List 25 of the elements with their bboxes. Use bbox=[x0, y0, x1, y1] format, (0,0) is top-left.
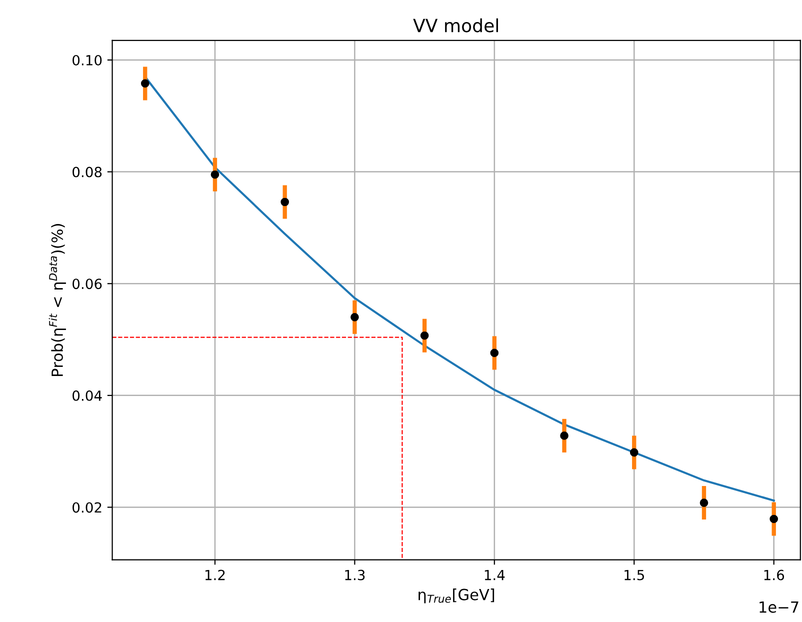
y-tick-label: 0.08 bbox=[72, 166, 102, 178]
point bbox=[490, 348, 499, 358]
chart-title: VV model bbox=[413, 18, 498, 32]
point bbox=[140, 79, 150, 88]
y-axis-title: Prob(η$^{Fit}$ < η$^{Data}$)(%) bbox=[48, 224, 66, 376]
point bbox=[420, 331, 429, 340]
point bbox=[560, 432, 568, 440]
point bbox=[630, 448, 638, 457]
text: 1e−7 bbox=[760, 601, 798, 613]
y-tick-label: 0.06 bbox=[72, 278, 102, 290]
line-series bbox=[144, 76, 775, 502]
y-tick-label: 0.02 bbox=[72, 502, 102, 513]
point bbox=[700, 498, 708, 507]
x-tick-label: 1.4 bbox=[484, 570, 505, 580]
x-tick-label: 1.3 bbox=[345, 570, 365, 580]
point bbox=[350, 313, 359, 322]
point bbox=[210, 170, 220, 179]
x-tick-label: 1.6 bbox=[764, 570, 784, 580]
point bbox=[280, 198, 289, 206]
x-tick-label: 1.2 bbox=[205, 570, 225, 580]
y-tick-label: 0.04 bbox=[72, 390, 102, 401]
y-tick-label: 0.10 bbox=[72, 54, 102, 66]
x-axis-title: η$_{True}$[GeV] bbox=[418, 588, 494, 604]
point bbox=[770, 514, 778, 524]
x-tick-label: 1.5 bbox=[624, 570, 644, 580]
